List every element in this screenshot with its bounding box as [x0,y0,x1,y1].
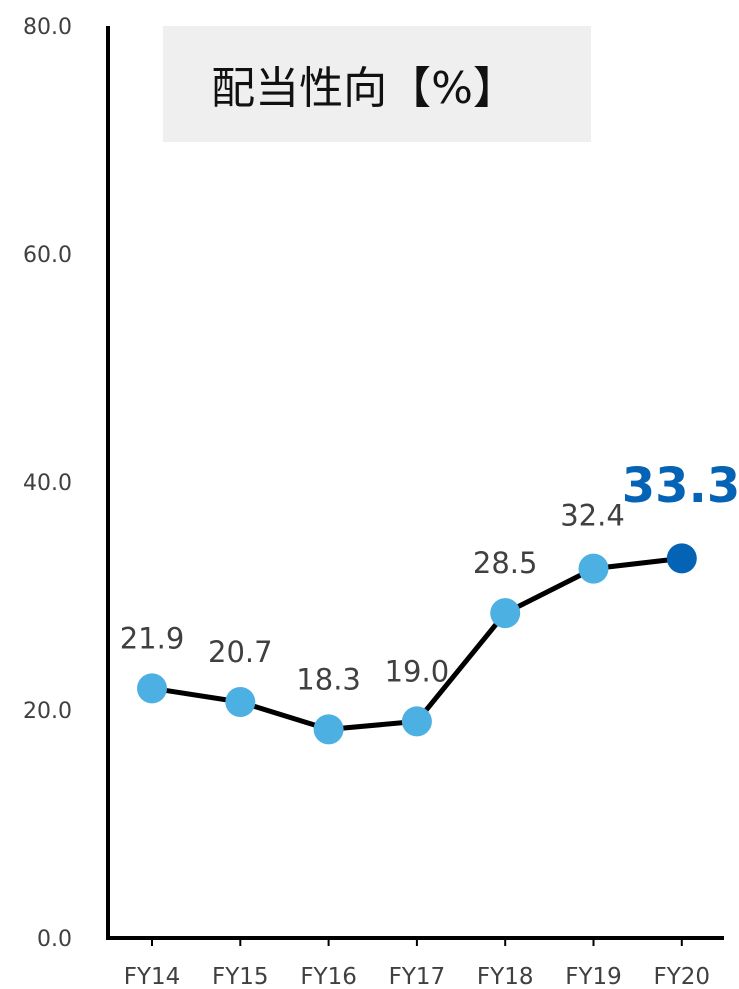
data-point [313,714,344,745]
data-label: 20.7 [208,635,273,669]
chart-title: 配当性向【%】 [211,63,517,114]
data-point [578,553,609,584]
x-tick-label: FY14 [124,964,181,989]
data-point-highlight [666,543,697,574]
x-tick-label: FY15 [212,964,269,989]
data-labels: 21.9 20.7 18.3 19.0 28.5 32.433.3 [120,458,739,696]
y-axis-ticks: 0.0 20.0 40.0 60.0 80.0 [23,15,72,952]
x-tick-label: FY16 [300,964,357,989]
data-label-highlight: 33.3 [622,458,739,514]
x-tick-label: FY19 [565,964,622,989]
data-markers [137,543,697,745]
x-tick-label: FY18 [477,964,534,989]
x-tick-label: FY20 [654,964,711,989]
data-label: 19.0 [385,654,450,688]
y-tick-label: 20.0 [23,699,72,724]
data-label: 28.5 [473,546,538,580]
x-axis-ticks: FY14 FY15 FY16 FY17 FY18 FY19 FY20 [124,938,710,989]
y-tick-label: 80.0 [23,15,72,40]
data-point [490,598,521,629]
title-box [163,26,591,142]
data-point [401,706,432,737]
x-tick-label: FY17 [389,964,446,989]
y-tick-label: 40.0 [23,471,72,496]
data-point [137,673,167,704]
data-label: 21.9 [120,621,185,655]
y-tick-label: 0.0 [37,927,72,952]
y-tick-label: 60.0 [23,243,72,268]
data-label: 18.3 [296,662,361,696]
data-label: 32.4 [560,499,625,533]
data-point [225,687,256,718]
